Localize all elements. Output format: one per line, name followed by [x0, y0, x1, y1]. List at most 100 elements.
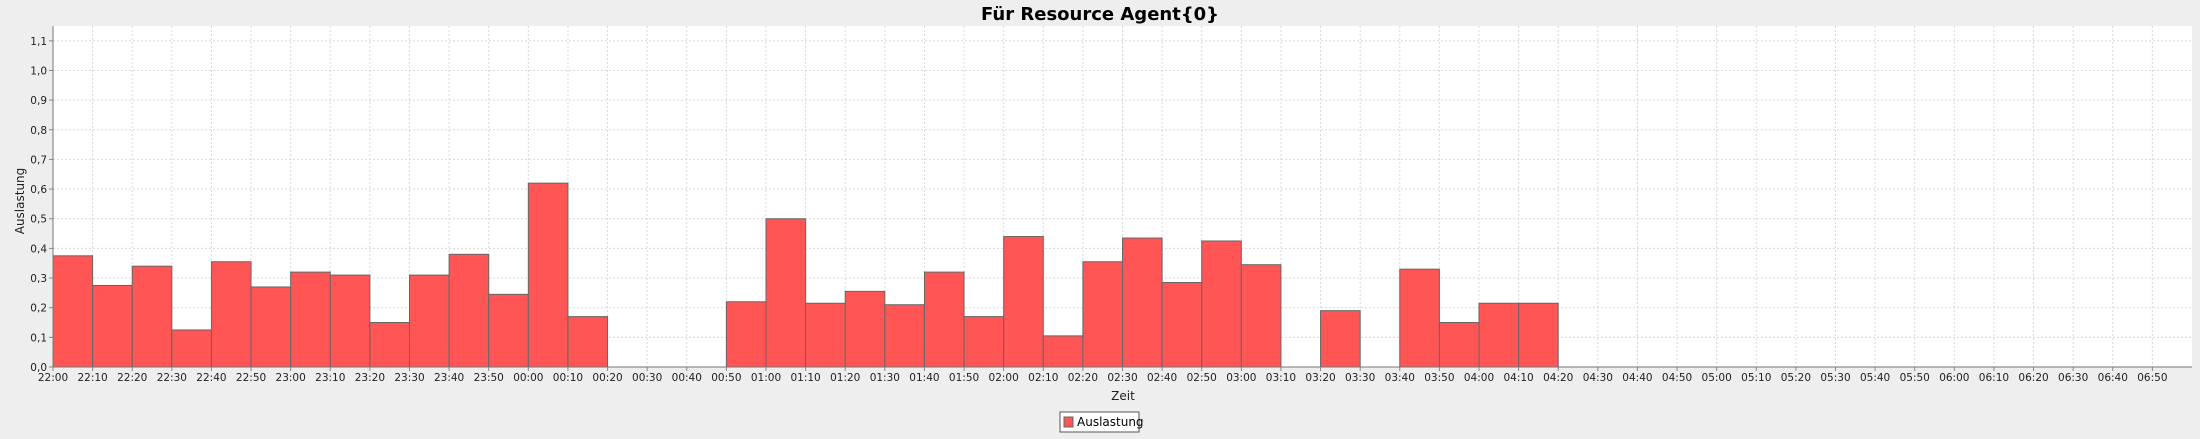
y-tick-label: 0,8	[30, 125, 47, 137]
y-axis-label: Auslastung	[13, 168, 27, 235]
x-tick-label: 02:40	[1147, 372, 1177, 384]
x-tick-label: 00:50	[711, 372, 741, 384]
x-tick-label: 05:20	[1781, 372, 1811, 384]
y-tick-label: 1,0	[30, 65, 47, 77]
x-tick-label: 02:50	[1187, 372, 1217, 384]
x-tick-label: 06:40	[2098, 372, 2128, 384]
bar	[52, 255, 94, 368]
y-tick-label: 1,1	[30, 36, 47, 48]
bar	[329, 274, 371, 368]
x-tick-label: 22:20	[117, 372, 147, 384]
x-tick-label: 00:40	[672, 372, 702, 384]
y-tick-label: 0,0	[30, 362, 47, 374]
bar	[1478, 302, 1520, 368]
x-tick-label: 23:50	[474, 372, 504, 384]
x-tick-label: 01:40	[909, 372, 939, 384]
bar	[171, 329, 212, 368]
x-tick-label: 01:10	[790, 372, 820, 384]
x-tick-label: 03:10	[1266, 372, 1296, 384]
bar	[488, 293, 529, 368]
x-axis-label: Zeit	[1111, 389, 1135, 403]
bar	[1240, 264, 1282, 368]
bar	[923, 271, 965, 368]
bar	[1201, 240, 1242, 368]
x-tick-label: 02:30	[1107, 372, 1137, 384]
chart-title: Für Resource Agent{0}	[981, 4, 1219, 25]
x-tick-label: 01:50	[949, 372, 979, 384]
bar	[448, 253, 490, 368]
x-tick-label: 05:00	[1702, 372, 1732, 384]
bar	[844, 290, 886, 368]
x-tick-label: 03:50	[1424, 372, 1454, 384]
x-tick-label: 04:10	[1503, 372, 1533, 384]
x-tick-label: 04:50	[1662, 372, 1692, 384]
bar	[1003, 236, 1044, 368]
x-tick-label: 22:30	[157, 372, 187, 384]
legend-box	[1059, 411, 1140, 433]
bar	[1518, 302, 1559, 368]
x-tick-label: 06:30	[2058, 372, 2088, 384]
bar	[725, 301, 767, 368]
x-tick-label: 03:20	[1305, 372, 1335, 384]
x-tick-label: 00:20	[592, 372, 622, 384]
x-tick-label: 00:30	[632, 372, 662, 384]
bar	[1161, 281, 1203, 368]
x-tick-label: 22:00	[38, 372, 68, 384]
x-tick-label: 06:20	[2018, 372, 2048, 384]
x-tick-label: 04:20	[1543, 372, 1573, 384]
bar	[884, 304, 925, 368]
x-tick-label: 01:30	[870, 372, 900, 384]
y-tick-label: 0,2	[30, 303, 47, 315]
x-tick-label: 03:40	[1385, 372, 1415, 384]
y-tick-label: 0,5	[30, 214, 47, 226]
x-tick-label: 00:10	[553, 372, 583, 384]
bar	[92, 284, 133, 368]
x-tick-label: 02:00	[989, 372, 1019, 384]
x-tick-label: 05:50	[1900, 372, 1930, 384]
x-tick-label: 23:10	[315, 372, 345, 384]
x-tick-label: 23:30	[394, 372, 424, 384]
bar	[1320, 310, 1361, 368]
x-tick-label: 23:00	[276, 372, 306, 384]
bar	[1122, 237, 1163, 368]
x-tick-label: 05:10	[1741, 372, 1771, 384]
x-tick-label: 02:20	[1068, 372, 1098, 384]
x-tick-label: 04:30	[1583, 372, 1613, 384]
x-tick-label: 22:10	[77, 372, 107, 384]
y-tick-label: 0,7	[30, 154, 47, 166]
bar	[1082, 261, 1124, 368]
y-tick-label: 0,9	[30, 95, 47, 107]
x-tick-label: 00:00	[513, 372, 543, 384]
bar	[765, 218, 807, 368]
bar	[1438, 322, 1480, 368]
bar-layer	[52, 182, 1559, 368]
x-tick-label: 05:30	[1820, 372, 1850, 384]
x-tick-label: 02:10	[1028, 372, 1058, 384]
x-tick-label: 01:20	[830, 372, 860, 384]
bar	[131, 265, 173, 368]
bar	[369, 322, 410, 368]
legend: Auslastung	[1059, 411, 1144, 433]
x-tick-label: 01:00	[751, 372, 781, 384]
legend-swatch	[1063, 416, 1074, 428]
bar	[805, 302, 846, 368]
bar	[210, 261, 252, 368]
bar	[963, 316, 1005, 368]
x-tick-label: 04:40	[1622, 372, 1652, 384]
bar	[1399, 268, 1440, 368]
x-tick-label: 05:40	[1860, 372, 1890, 384]
x-tick-label: 22:40	[196, 372, 226, 384]
x-tick-label: 23:20	[355, 372, 385, 384]
bar	[567, 316, 609, 368]
bar	[250, 286, 292, 368]
x-tick-label: 06:50	[2137, 372, 2167, 384]
bar	[290, 271, 331, 368]
bar	[409, 274, 450, 368]
y-tick-label: 0,1	[30, 332, 47, 344]
x-tick-label: 06:10	[1979, 372, 2009, 384]
x-tick-label: 04:00	[1464, 372, 1494, 384]
axis-layer: 0,0 0,1 0,2 0,3 0,4 0,5 0,6 0,7 0,8 0,9 1,0 1,1 22:0…	[30, 26, 2192, 384]
x-tick-label: 23:40	[434, 372, 464, 384]
